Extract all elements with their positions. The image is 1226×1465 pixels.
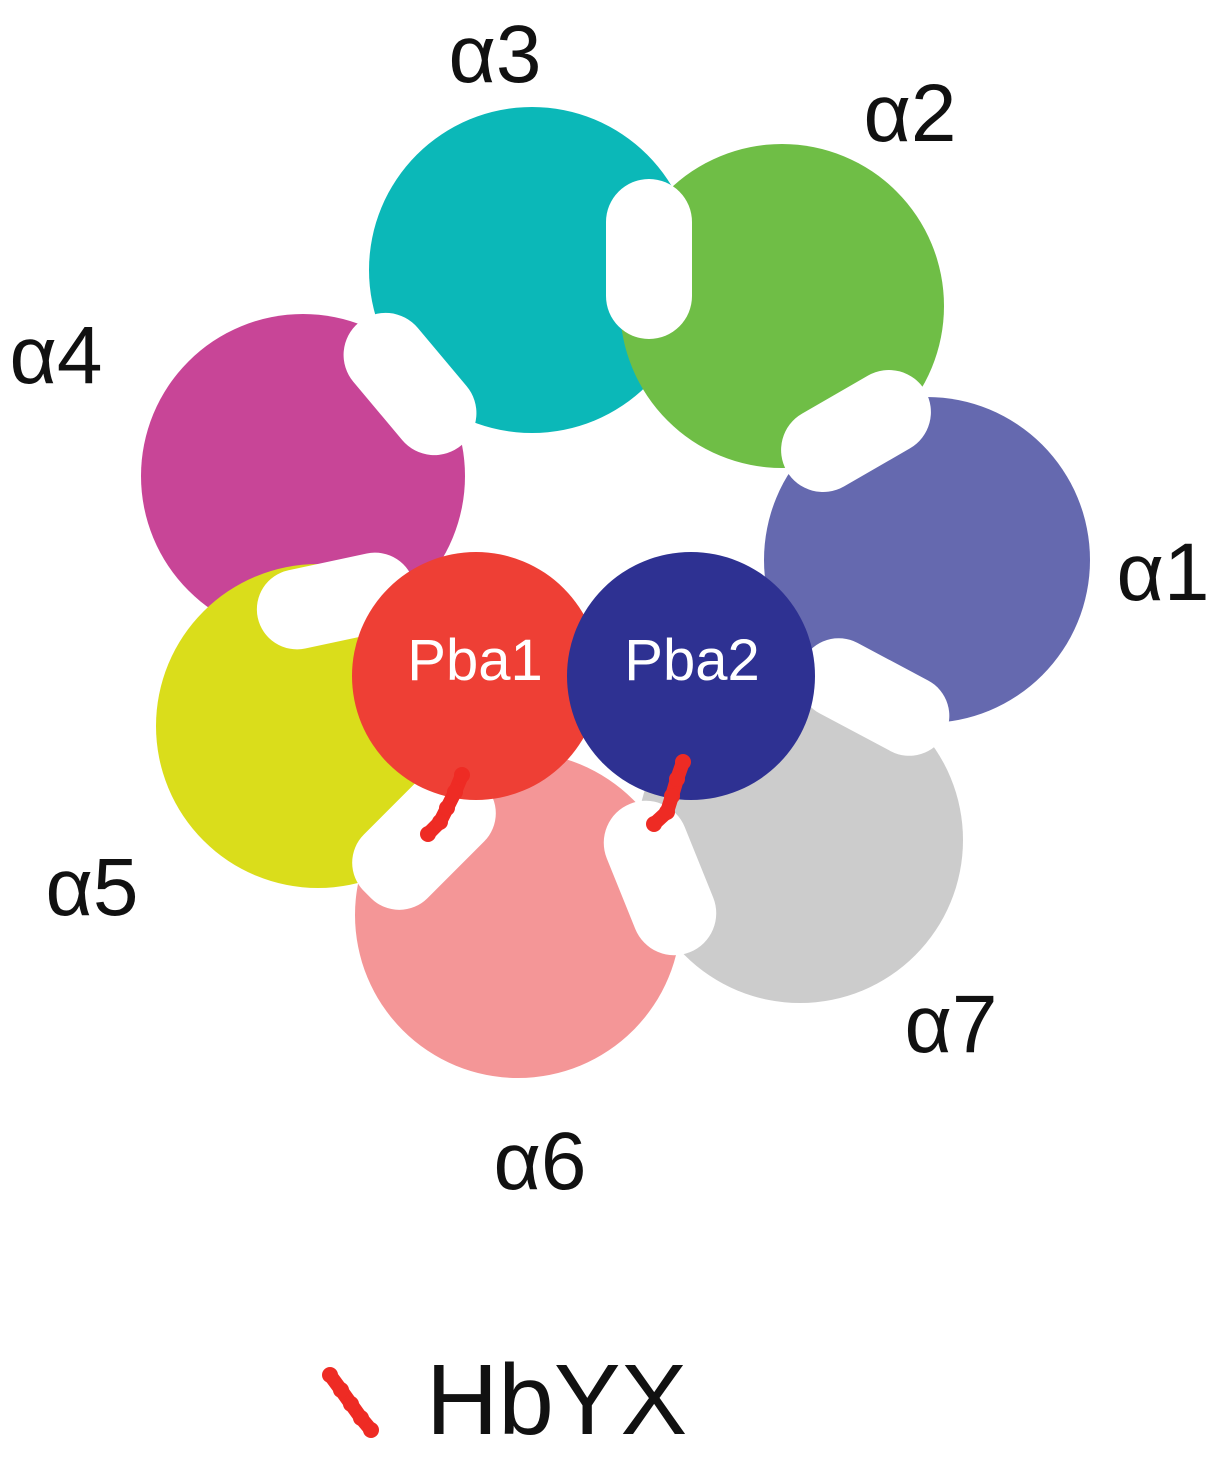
legend: HbYX [322, 1344, 687, 1456]
alpha3-label: α3 [448, 9, 541, 100]
pba1-label: Pba1 [407, 628, 542, 693]
legend-hbyx-symbol [322, 1367, 379, 1438]
alpha5-label: α5 [45, 842, 138, 933]
alpha2-label: α2 [863, 68, 956, 159]
connector-a3-a2 [606, 179, 692, 339]
alpha7-label: α7 [904, 979, 997, 1070]
alpha1-label: α1 [1116, 527, 1209, 618]
pba2-label: Pba2 [624, 628, 759, 693]
alpha6-label: α6 [493, 1116, 586, 1207]
alpha3-subunit [369, 107, 695, 433]
connector-a2-a1 [781, 370, 931, 492]
connector-a1-a7 [798, 638, 950, 756]
pba2-hbyx-motif [646, 754, 691, 832]
pba1-hbyx-motif [420, 767, 470, 842]
pba2-chaperone [567, 552, 815, 800]
legend-hbyx-label: HbYX [426, 1344, 687, 1456]
connector-a6-a7 [603, 800, 717, 956]
alpha4-label: α4 [9, 310, 102, 401]
connector-a4-a3 [343, 312, 477, 456]
pba1-chaperone [352, 552, 600, 800]
